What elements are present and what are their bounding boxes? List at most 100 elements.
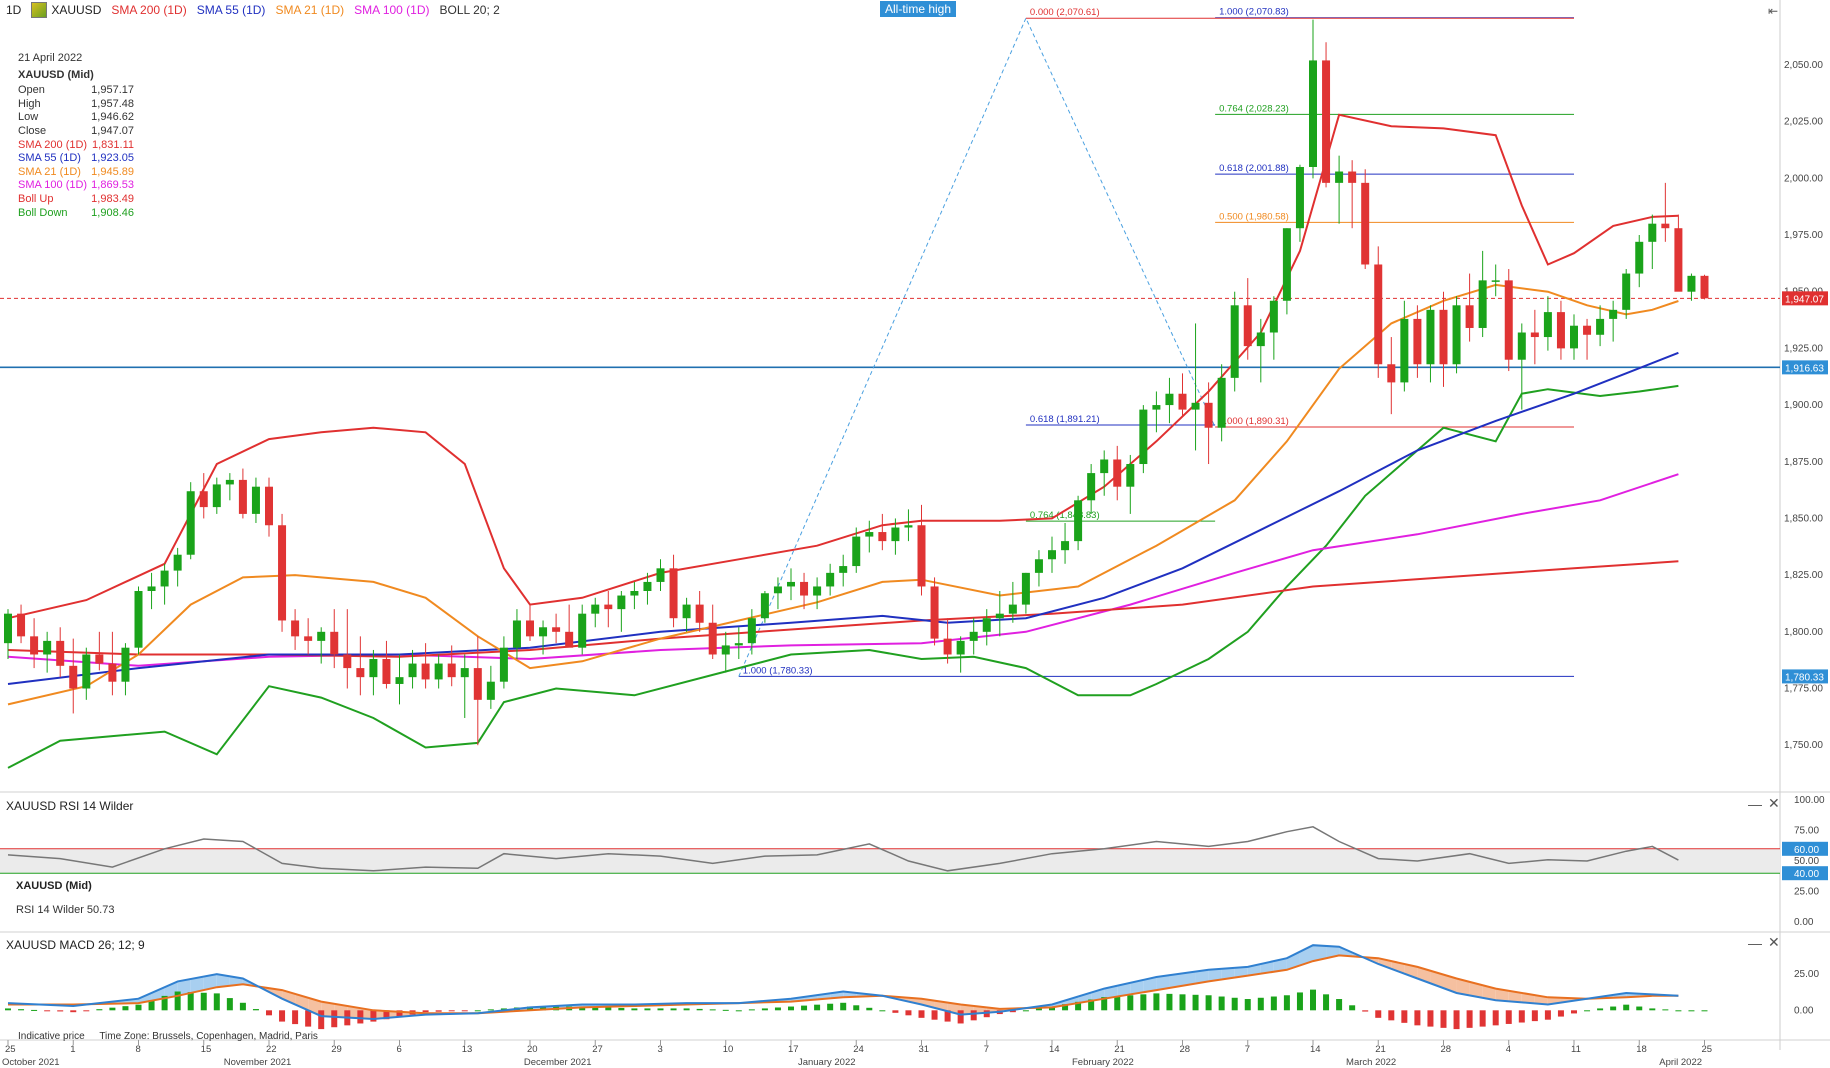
price-tick-label: 1,850.00 (1784, 513, 1823, 524)
macd-histogram-bar (670, 1008, 677, 1011)
time-tick-label: 29 (331, 1044, 342, 1055)
candle-body (917, 525, 926, 587)
macd-histogram-bar (18, 1009, 25, 1011)
macd-histogram-bar (1518, 1010, 1525, 1023)
macd-histogram-bar (83, 1010, 90, 1012)
macd-histogram-bar (774, 1007, 781, 1011)
macd-histogram-bar (1336, 999, 1343, 1011)
candle-body (1034, 559, 1043, 573)
candle-body (878, 532, 887, 542)
macd-histogram-bar (1427, 1010, 1434, 1027)
macd-histogram-bar (644, 1008, 651, 1011)
rsi-value-label: RSI 14 Wilder (16, 904, 84, 916)
candle-body (956, 640, 965, 655)
time-month-label: December 2021 (524, 1057, 592, 1068)
macd-fill-segment (1495, 988, 1509, 1002)
rsi-minimize-icon[interactable]: — (1748, 796, 1762, 812)
macd-histogram-bar (931, 1010, 938, 1020)
macd-histogram-bar (422, 1010, 429, 1013)
candle-body (238, 479, 247, 514)
macd-histogram-bar (1479, 1010, 1486, 1027)
candle-body (1465, 305, 1474, 328)
macd-histogram-bar (383, 1010, 390, 1020)
indicator-sma200[interactable]: SMA 200 (1D) (111, 3, 187, 17)
macd-histogram-bar (31, 1009, 38, 1011)
candle-body (1204, 402, 1213, 428)
time-tick-label: 7 (984, 1044, 989, 1055)
macd-close-icon[interactable]: ✕ (1768, 934, 1780, 950)
candle-body (552, 627, 561, 632)
indicator-sma55[interactable]: SMA 55 (1D) (196, 3, 266, 17)
time-tick-label: 6 (397, 1044, 402, 1055)
ohlc-row-value: 1,923.05 (91, 152, 134, 165)
macd-histogram-bar (1505, 1010, 1512, 1024)
current-price-label: 1,947.07 (1785, 294, 1824, 305)
candle-body (1570, 325, 1578, 349)
candle-body (578, 613, 587, 648)
time-tick-label: 11 (1571, 1044, 1581, 1055)
macd-histogram-bar (1140, 994, 1147, 1011)
macd-histogram-bar (696, 1008, 703, 1011)
rsi-close-icon[interactable]: ✕ (1768, 795, 1780, 811)
candle-body (199, 491, 208, 508)
price-axis-collapse-icon[interactable]: ⇤ (1768, 4, 1779, 18)
timeframe-label[interactable]: 1D (6, 3, 22, 17)
candle-body (682, 604, 691, 619)
candle-body (1152, 405, 1161, 410)
time-tick-label: 22 (266, 1044, 277, 1055)
candle-body (408, 663, 417, 678)
indicator-boll[interactable]: BOLL 20; 2 (439, 3, 500, 17)
candle-body (82, 654, 91, 689)
candle-body (121, 647, 130, 682)
candle-body (943, 638, 952, 655)
indicator-sma100[interactable]: SMA 100 (1D) (354, 3, 430, 17)
candle-body (800, 581, 809, 596)
candle-body (473, 668, 482, 700)
macd-histogram-bar (1323, 994, 1330, 1011)
candle-body (1048, 550, 1056, 560)
symbol-label[interactable]: XAUUSD (51, 3, 102, 17)
candle-body (1478, 280, 1487, 328)
macd-histogram-bar (970, 1010, 977, 1021)
macd-histogram-bar (174, 991, 181, 1011)
macd-histogram-bar (1049, 1006, 1055, 1011)
macd-histogram-bar (918, 1010, 925, 1018)
macd-histogram-bar (252, 1009, 259, 1011)
macd-histogram-bar (1571, 1010, 1577, 1014)
candle-body (891, 527, 900, 542)
macd-histogram-bar (709, 1009, 716, 1011)
time-tick-label: 8 (136, 1044, 141, 1055)
time-tick-label: 28 (1441, 1044, 1452, 1055)
candle-body (617, 595, 626, 610)
macd-histogram-bar (892, 1010, 899, 1013)
ohlc-row: Open 1,957.17 (18, 84, 134, 98)
candle-body (56, 640, 65, 666)
macd-histogram-bar (44, 1010, 51, 1012)
macd-histogram-bar (1662, 1009, 1669, 1011)
candle-body (1648, 223, 1657, 242)
candle-body (1361, 182, 1370, 265)
ohlc-panel: 21 April 2022 XAUUSD (Mid) Open 1,957.17 H… (18, 52, 134, 220)
macd-histogram-bar (187, 992, 194, 1011)
macd-histogram-bar (1453, 1010, 1460, 1030)
price-tick-label: 1,975.00 (1784, 230, 1823, 241)
fib-level-label: 1.000 (1,780.33) (743, 665, 813, 676)
ohlc-row-value: 1,947.07 (91, 124, 134, 137)
macd-histogram-bar (1492, 1010, 1499, 1026)
rsi-tick-label: 25.00 (1794, 887, 1819, 898)
macd-fill-segment (1117, 982, 1131, 997)
candle-body (1674, 228, 1683, 292)
candle-body (982, 618, 991, 632)
macd-histogram-bar (461, 1010, 468, 1012)
macd-histogram-bar (1035, 1008, 1042, 1011)
fib-level-label: 0.618 (1,891.21) (1030, 414, 1100, 425)
candle-body (147, 586, 156, 591)
macd-histogram-bar (1557, 1010, 1564, 1017)
macd-histogram-bar (70, 1010, 77, 1013)
rsi-line (7, 826, 1679, 872)
candle-body (565, 631, 574, 648)
macd-minimize-icon[interactable]: — (1748, 935, 1762, 951)
indicator-sma21[interactable]: SMA 21 (1D) (275, 3, 345, 17)
